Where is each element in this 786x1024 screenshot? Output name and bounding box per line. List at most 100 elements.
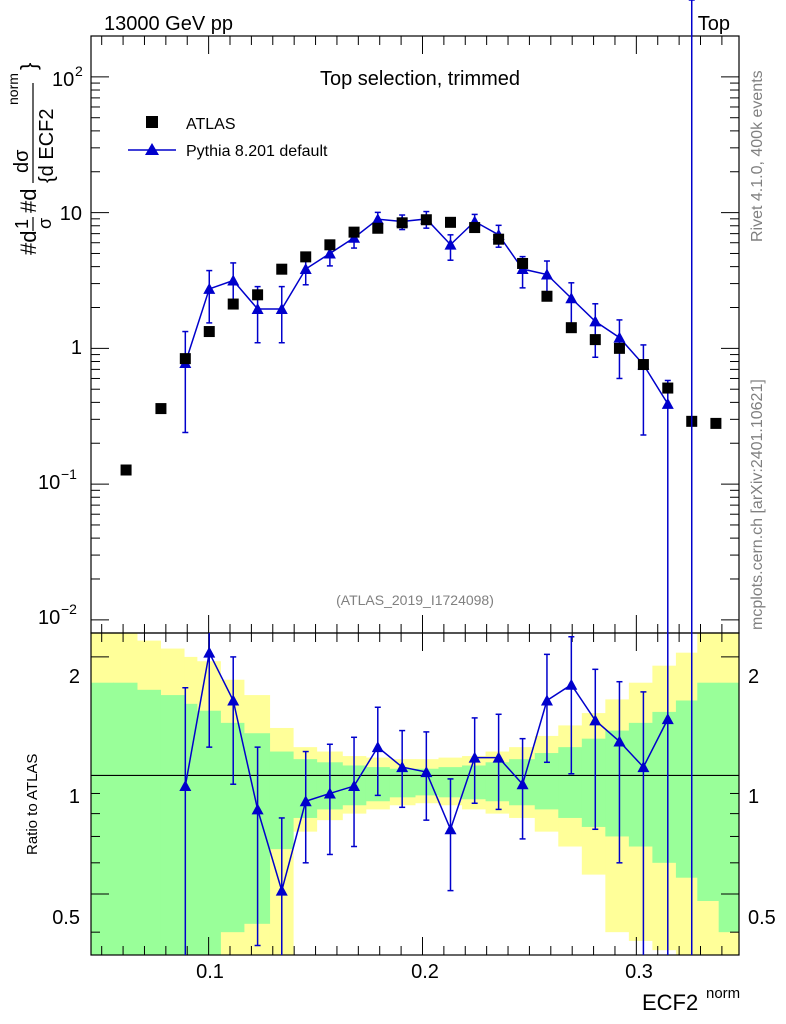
pythia-point	[444, 238, 457, 250]
legend-atlas-label: ATLAS	[186, 116, 236, 133]
pythia-point	[613, 331, 626, 343]
green-band	[718, 682, 740, 933]
axis-ticks	[91, 35, 739, 955]
atlas-point	[252, 289, 264, 301]
ylabel-dsigma: dσ	[11, 149, 33, 173]
atlas-point	[637, 359, 649, 371]
ratio-point	[444, 823, 457, 835]
x-tick-labels: 0.1 0.2 0.3	[196, 961, 653, 983]
ytick-100: 10	[52, 69, 74, 91]
ylabel-d1: #d	[16, 231, 41, 255]
ylabel-norm: norm	[5, 73, 21, 105]
green-band	[220, 722, 245, 933]
atlas-point	[276, 263, 288, 275]
pythia-point	[323, 247, 336, 259]
green-band	[136, 689, 162, 955]
pythia-point	[540, 268, 553, 280]
ratio-point	[661, 713, 674, 725]
ratio-point	[371, 741, 384, 753]
pythia-point	[203, 282, 216, 294]
ytick-10: 10	[60, 203, 82, 225]
ratio-point	[275, 884, 288, 896]
ratio-point	[348, 780, 361, 792]
x-axis-label: ECF2	[642, 990, 698, 1015]
atlas-point	[589, 334, 601, 346]
y-axis-label: #d 1 σ #d dσ {d ECF2 norm }	[5, 63, 58, 255]
green-band	[485, 762, 510, 802]
header-right: Top	[698, 13, 730, 35]
legend-pythia-marker	[145, 143, 159, 155]
pythia-point	[589, 315, 602, 327]
green-band	[91, 682, 114, 955]
green-band	[558, 747, 583, 818]
rtick-05-right: 0.5	[748, 907, 776, 929]
atlas-point	[517, 257, 529, 269]
green-band	[628, 722, 653, 847]
ratio-point	[396, 761, 409, 773]
legend-atlas-marker	[146, 116, 158, 128]
main-data	[120, 0, 722, 633]
ylabel-sigma: σ	[35, 218, 55, 229]
ratio-bands	[91, 633, 740, 955]
pythia-point	[661, 397, 674, 409]
ratio-frame	[90, 632, 740, 956]
atlas-point	[445, 216, 457, 228]
atlas-point	[662, 382, 674, 394]
ratio-point	[251, 803, 264, 815]
atlas-point	[541, 290, 553, 302]
atlas-point	[710, 417, 722, 429]
pythia-point	[371, 213, 384, 225]
ytick-0p1: 10	[38, 472, 60, 494]
atlas-point	[227, 298, 239, 310]
ratio-tick-labels: 2 1 0.5 2 1 0.5	[52, 666, 776, 929]
legend-pythia-label: Pythia 8.201 default	[186, 143, 328, 160]
ylabel-brace: }	[16, 63, 41, 70]
ylabel-d2: #d	[16, 189, 41, 213]
ytick-100-exp: 2	[75, 63, 83, 79]
mcplots-label: mcplots.cern.ch [arXiv:2401.10621]	[749, 379, 766, 630]
rtick-2-right: 2	[748, 666, 759, 688]
chart-title: Top selection, trimmed	[320, 68, 520, 90]
legend: ATLAS Pythia 8.201 default	[128, 116, 328, 160]
green-band	[113, 682, 138, 955]
rtick-1-left: 1	[69, 786, 80, 808]
green-band	[184, 703, 198, 955]
main-y-tick-labels: 10 2 10 1 10 −1 10 −2	[38, 63, 83, 629]
atlas-point	[565, 322, 577, 334]
green-band	[605, 730, 630, 837]
xtick-0p3: 0.3	[625, 961, 653, 983]
ratio-y-label: Ratio to ATLAS	[24, 754, 41, 855]
atlas-point	[372, 222, 384, 234]
pythia-point	[227, 274, 240, 286]
atlas-point	[120, 464, 132, 476]
atlas-point	[613, 342, 625, 354]
atlas-point	[300, 251, 312, 263]
green-band	[652, 711, 677, 863]
ytick-0p01: 10	[38, 607, 60, 629]
atlas-point	[203, 326, 215, 338]
ratio-point	[540, 694, 553, 706]
ratio-point	[299, 795, 312, 807]
atlas-point	[155, 403, 167, 415]
atlas-point	[469, 222, 481, 234]
ratio-point	[613, 735, 626, 747]
ratio-point	[468, 751, 481, 763]
ytick-0p1-exp: −1	[61, 466, 77, 482]
atlas-point	[396, 217, 408, 229]
ratio-data	[179, 0, 693, 955]
atlas-point	[493, 233, 505, 245]
green-band	[675, 700, 698, 878]
xtick-0p2: 0.2	[411, 961, 439, 983]
green-band	[196, 710, 221, 955]
rtick-05-left: 0.5	[52, 907, 80, 929]
ylabel-decf2: {d ECF2	[36, 109, 58, 183]
analysis-label: (ATLAS_2019_I1724098)	[336, 592, 494, 608]
rtick-2-left: 2	[69, 666, 80, 688]
atlas-point	[179, 353, 191, 365]
xtick-0p1: 0.1	[196, 961, 224, 983]
ratio-point	[227, 694, 240, 706]
x-axis-label-sup: norm	[706, 985, 740, 1002]
pythia-point	[565, 292, 578, 304]
ratio-point	[637, 761, 650, 773]
